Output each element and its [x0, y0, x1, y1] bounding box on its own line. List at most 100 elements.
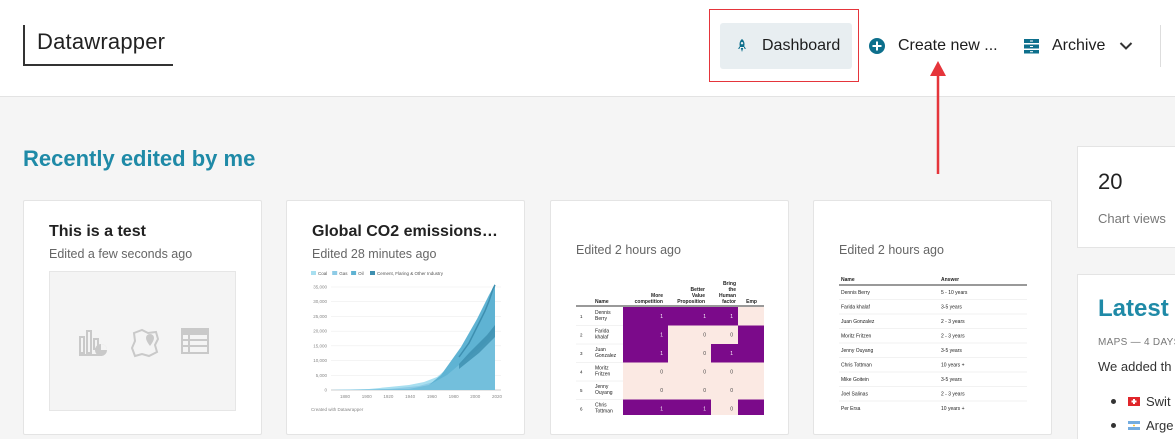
heat-cell: [738, 325, 764, 344]
row-name: Farida: [595, 329, 609, 335]
y-tick-label: 15,000: [313, 343, 327, 348]
latest-list-item[interactable]: Arge: [1111, 418, 1173, 433]
table-cell: 3-5 years: [941, 305, 962, 311]
x-tick-label: 1980: [449, 394, 460, 399]
heat-cell: [668, 381, 711, 400]
chart-card[interactable]: Edited 2 hours ago Name Answer Dennis Berr…: [813, 200, 1052, 435]
heat-cell: [668, 307, 711, 326]
heat-cell: [623, 381, 668, 400]
legend-swatch: [311, 271, 316, 275]
heat-value: 0: [703, 388, 706, 394]
latest-item-label: Swit: [1146, 394, 1171, 409]
heat-cell: [711, 307, 738, 326]
swiss-flag-icon: [1128, 397, 1140, 406]
x-tick-label: 1940: [405, 394, 416, 399]
answer-table-thumbnail: Name Answer Dennis Berry 5 - 10 years Farida…: [839, 277, 1027, 412]
table-cell: Moritz Fritzen: [841, 334, 872, 340]
card-edited-time: Edited 28 minutes ago: [312, 247, 437, 261]
nav-archive-label: Archive: [1052, 37, 1106, 54]
bullet: [1111, 399, 1116, 404]
table-header: More: [651, 293, 663, 299]
heat-value: 1: [660, 407, 663, 413]
heat-value: 0: [730, 388, 733, 394]
card-edited-time: Edited 2 hours ago: [839, 243, 944, 257]
x-tick-label: 2000: [470, 394, 481, 399]
heat-cell: [668, 362, 711, 381]
logo-text: Datawrapper: [37, 29, 166, 54]
annotation-arrow: [930, 61, 946, 174]
y-tick-label: 25,000: [313, 314, 327, 319]
table-header: Name: [595, 299, 609, 305]
chart-card[interactable]: This is a test Edited a few seconds ago: [23, 200, 262, 435]
heat-cell: [738, 307, 764, 326]
y-tick-label: 0: [324, 388, 327, 393]
card-edited-time: Edited 2 hours ago: [576, 243, 681, 257]
bullet: [1111, 423, 1116, 428]
x-tick-label: 1880: [340, 394, 351, 399]
row-number: 3: [580, 351, 583, 356]
area-oil-upper: [429, 284, 495, 385]
heat-value: 1: [703, 314, 706, 320]
chart-views-stat: 20 Chart views: [1077, 146, 1175, 248]
row-name: Moritz: [595, 366, 609, 372]
archive-icon: [1024, 39, 1039, 54]
chevron-down-icon[interactable]: [1119, 41, 1133, 51]
row-number: 1: [580, 314, 583, 319]
row-name: Dennis: [595, 310, 611, 316]
table-cell: 3-5 years: [941, 348, 962, 354]
heat-cell: [623, 344, 668, 363]
nav-dashboard-button[interactable]: Dashboard: [720, 23, 852, 69]
heat-value: 0: [730, 333, 733, 339]
stat-label: Chart views: [1098, 211, 1166, 226]
heat-cell: [623, 399, 668, 415]
heat-value: 0: [660, 370, 663, 376]
heat-cell: [711, 344, 738, 363]
heat-cell: [623, 362, 668, 381]
table-cell: Farida khalaf: [841, 305, 871, 311]
table-cell: Chris Tottman: [841, 363, 872, 369]
chart-credit: Created with Datawrapper: [311, 407, 364, 412]
table-cell: 2 - 3 years: [941, 392, 965, 398]
heat-value: 0: [730, 407, 733, 413]
nav-archive-button[interactable]: Archive: [1023, 23, 1148, 69]
table-header: Name: [841, 277, 855, 283]
heat-value: 1: [703, 407, 706, 413]
rocket-icon: [737, 39, 747, 52]
header-divider: [1160, 25, 1161, 67]
chart-icon: [79, 330, 107, 356]
datawrapper-logo[interactable]: Datawrapper: [23, 25, 173, 66]
x-tick-label: 1960: [427, 394, 438, 399]
row-name: Berry: [595, 316, 607, 322]
table-header: Better: [691, 287, 706, 293]
argentina-flag-icon: [1128, 421, 1140, 430]
thumbnail-placeholder: [49, 271, 236, 411]
heat-value: 1: [660, 351, 663, 357]
latest-list-item[interactable]: Swit: [1111, 394, 1171, 409]
card-edited-time: Edited a few seconds ago: [49, 247, 193, 261]
heat-cell: [711, 362, 738, 381]
nav-create-new-button[interactable]: Create new ...: [868, 23, 1008, 69]
row-name: Gonzalez: [595, 353, 617, 359]
heat-cell: [711, 399, 738, 415]
section-title: Recently edited by me: [23, 146, 256, 171]
card-title: This is a test: [49, 223, 146, 240]
row-name: Tottman: [595, 409, 613, 415]
latest-item-label: Arge: [1146, 418, 1174, 433]
latest-title: Latest i: [1098, 295, 1175, 322]
table-header: Value: [692, 293, 705, 299]
latest-text: We added th: [1098, 359, 1172, 374]
legend-label: Coal: [318, 271, 327, 276]
table-cell: 3-5 years: [941, 377, 962, 383]
table-header: Human: [719, 293, 736, 299]
heat-value: 0: [660, 388, 663, 394]
top-bar: Datawrapper Dashboard Create new ... Arc…: [0, 0, 1175, 97]
area-top-edge: [458, 284, 496, 358]
chart-card[interactable]: Edited 2 hours ago Name More competition Be…: [550, 200, 789, 435]
row-number: 6: [580, 407, 583, 412]
heat-cell: [711, 381, 738, 400]
row-number: 5: [580, 388, 583, 393]
chart-card[interactable]: Global CO2 emissions b... Edited 28 minu…: [286, 200, 525, 435]
table-cell: Mike Goitein: [841, 377, 869, 383]
y-tick-label: 5,000: [316, 373, 328, 378]
legend-swatch: [351, 271, 357, 275]
